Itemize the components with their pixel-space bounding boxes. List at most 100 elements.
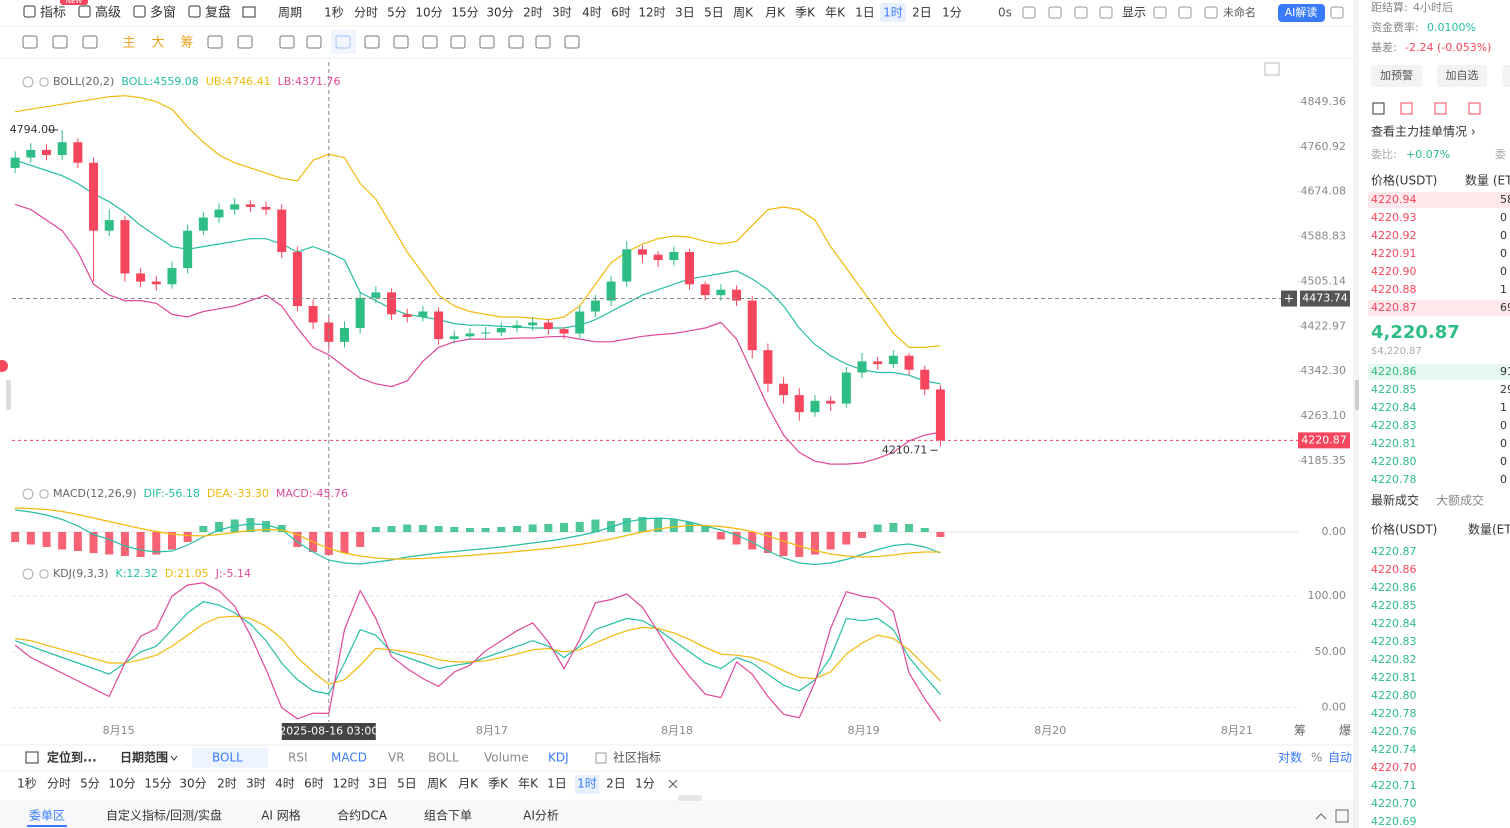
tool-icon[interactable] [23, 5, 36, 18]
community-indicators[interactable]: 社区指标 [613, 750, 661, 765]
book-view-icon[interactable] [1468, 102, 1481, 115]
book-view-icon[interactable] [1372, 102, 1385, 115]
interval-button[interactable]: 1秒 [17, 777, 37, 791]
interval-button[interactable]: 30分 [179, 777, 206, 791]
interval-button[interactable]: 5日 [704, 6, 724, 20]
interval-button[interactable]: 1时 [883, 6, 903, 20]
interval-button[interactable]: 3日 [368, 777, 388, 791]
tool-icon[interactable] [78, 5, 91, 18]
interval-button[interactable]: 5日 [397, 777, 417, 791]
splitter-handle[interactable] [1355, 380, 1359, 410]
toolbar-icon[interactable] [1022, 6, 1036, 19]
tool-icon[interactable] [188, 5, 201, 18]
interval-button[interactable]: 10分 [108, 777, 135, 791]
sidebar-button[interactable] [1437, 65, 1487, 87]
draw-tool[interactable] [393, 35, 409, 49]
tab[interactable]: 合约DCA [337, 808, 388, 823]
book-view-icon[interactable] [1434, 102, 1447, 115]
overlay-tool[interactable]: 大 [151, 36, 164, 51]
interval-button[interactable]: 周K [427, 777, 448, 791]
interval-button[interactable]: 1分 [635, 777, 655, 791]
draw-tool[interactable] [237, 35, 253, 49]
tool-icon[interactable] [133, 5, 146, 18]
draw-tool[interactable] [508, 35, 524, 49]
expand-caret[interactable] [1315, 813, 1327, 820]
locate-button[interactable]: 定位到... [47, 750, 97, 765]
toolbar-button[interactable]: 多窗 [150, 5, 176, 21]
interval-button[interactable]: 6时 [304, 777, 324, 791]
toolbar-button[interactable]: 高级 [95, 5, 121, 21]
axis-badge[interactable]: 爆 [1339, 724, 1351, 738]
interval-button[interactable]: 年K [825, 6, 846, 20]
indicator-button[interactable]: Volume [484, 751, 529, 765]
toolbar-icon[interactable] [1153, 6, 1167, 19]
interval-button[interactable]: 年K [518, 777, 539, 791]
interval-button[interactable]: 15分 [144, 777, 171, 791]
interval-button[interactable]: 10分 [415, 6, 442, 20]
sidebar-button-text[interactable]: 加预警 [1380, 68, 1413, 82]
axis-badge[interactable]: 筹 [1294, 724, 1306, 738]
interval-button[interactable]: 2时 [523, 6, 543, 20]
tab[interactable]: 委单区 [29, 809, 65, 823]
interval-button[interactable]: 4时 [275, 777, 295, 791]
trade-tab[interactable]: 大额成交 [1436, 493, 1484, 508]
draw-tool[interactable] [207, 35, 223, 49]
interval-button[interactable]: 5分 [387, 6, 407, 20]
draw-tool[interactable] [279, 35, 295, 49]
interval-button[interactable]: 月K [458, 777, 479, 791]
indicator-button[interactable]: KDJ [548, 751, 569, 765]
interval-button[interactable]: 6时 [611, 6, 631, 20]
tab[interactable]: 自定义指标/回测/实盘 [106, 808, 222, 823]
interval-button[interactable]: 3时 [246, 777, 266, 791]
chart-type-icon[interactable] [242, 6, 256, 18]
panel-toggle[interactable] [22, 488, 34, 500]
draw-tool[interactable] [306, 35, 322, 49]
panel-toggle[interactable] [22, 76, 34, 88]
panel-toggle[interactable] [22, 568, 34, 580]
draw-tool[interactable] [479, 35, 495, 49]
scale-option[interactable]: 自动 [1328, 751, 1352, 765]
interval-button[interactable]: 月K [765, 6, 786, 20]
indicator-button[interactable]: BOLL [428, 751, 459, 765]
interval-button[interactable]: 2日 [606, 777, 626, 791]
overlay-tool[interactable]: 主 [122, 36, 135, 51]
draw-tool[interactable] [564, 35, 580, 49]
expand-icon[interactable] [1264, 62, 1280, 76]
interval-button[interactable]: 30分 [486, 6, 513, 20]
draw-tool[interactable] [364, 35, 380, 49]
interval-button[interactable]: 12时 [332, 777, 359, 791]
interval-button[interactable]: 3日 [675, 6, 695, 20]
interval-button[interactable]: 分时 [47, 777, 71, 791]
interval-button[interactable]: 2时 [217, 777, 237, 791]
toolbar-icon[interactable] [1048, 6, 1062, 19]
draw-tool[interactable] [422, 35, 438, 49]
toolbar-button[interactable]: 复盘 [205, 5, 231, 21]
locate-icon[interactable] [25, 751, 39, 764]
scale-option[interactable]: % [1311, 751, 1322, 765]
toolbar-icon[interactable] [1204, 6, 1218, 19]
window-icon[interactable] [1335, 809, 1349, 823]
tab[interactable]: AI分析 [523, 809, 559, 823]
close-icon[interactable] [668, 779, 678, 789]
interval-button[interactable]: 分时 [354, 6, 378, 20]
toolbar-icon[interactable] [1178, 6, 1192, 19]
toolbar-button[interactable]: 指标 [40, 6, 66, 21]
indicator-button[interactable]: RSI [288, 751, 308, 765]
date-range-menu[interactable]: 日期范围 [120, 750, 168, 765]
draw-tool[interactable] [82, 35, 98, 49]
interval-button[interactable]: 1时 [577, 777, 597, 791]
interval-button[interactable]: 5分 [80, 777, 100, 791]
tab[interactable]: 组合下单 [424, 808, 472, 823]
workspace-menu[interactable]: 未命名 [1223, 5, 1256, 19]
alert-icon[interactable] [39, 569, 49, 579]
draw-tool[interactable] [535, 35, 551, 49]
scale-option[interactable]: 对数 [1278, 750, 1302, 765]
interval-button[interactable]: 2日 [912, 6, 932, 20]
ai-button-text[interactable]: AI解读 [1285, 5, 1318, 19]
active-indicator[interactable]: BOLL [212, 751, 243, 765]
book-view-icon[interactable] [1400, 102, 1413, 115]
indicator-button[interactable]: MACD [331, 751, 367, 765]
indicator-button[interactable]: VR [388, 751, 405, 765]
toolbar-icon[interactable] [1074, 6, 1088, 19]
interval-button[interactable]: 1分 [942, 6, 962, 20]
